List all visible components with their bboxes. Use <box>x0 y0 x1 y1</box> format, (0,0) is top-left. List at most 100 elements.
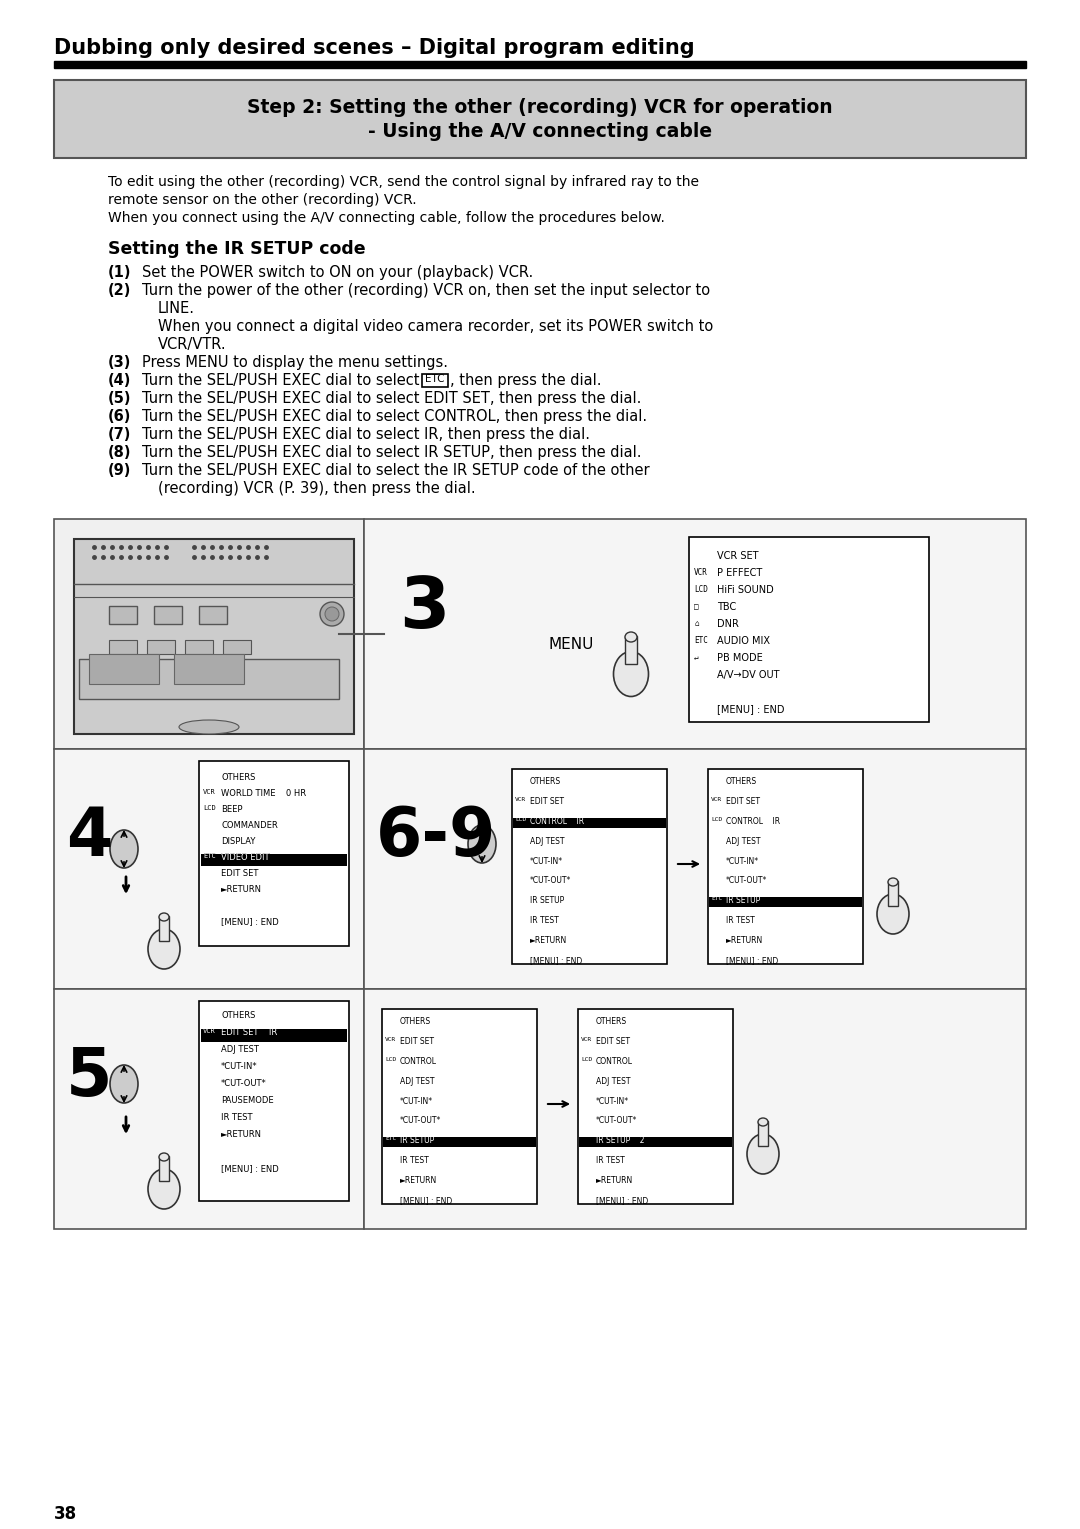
Text: VCR: VCR <box>694 567 707 576</box>
Text: Turn the SEL/PUSH EXEC dial to select EDIT SET, then press the dial.: Turn the SEL/PUSH EXEC dial to select ED… <box>141 391 642 407</box>
Bar <box>54 61 1026 67</box>
Text: Turn the SEL/PUSH EXEC dial to select: Turn the SEL/PUSH EXEC dial to select <box>141 373 424 388</box>
Circle shape <box>325 607 339 621</box>
Text: VIDEO EDIT: VIDEO EDIT <box>221 853 270 862</box>
Text: remote sensor on the other (recording) VCR.: remote sensor on the other (recording) V… <box>108 193 417 206</box>
Text: [MENU] : END: [MENU] : END <box>530 956 582 965</box>
Text: (3): (3) <box>108 355 132 370</box>
Text: Press MENU to display the menu settings.: Press MENU to display the menu settings. <box>141 355 448 370</box>
Text: IR SETUP: IR SETUP <box>726 896 760 905</box>
Text: ►RETURN: ►RETURN <box>221 1130 262 1139</box>
Bar <box>199 761 349 946</box>
Text: [MENU] : END: [MENU] : END <box>726 956 779 965</box>
Bar <box>75 540 354 734</box>
Bar <box>758 1121 768 1147</box>
Bar <box>888 881 897 907</box>
Text: LINE.: LINE. <box>158 301 195 317</box>
Text: OTHERS: OTHERS <box>221 774 255 781</box>
Text: ETC: ETC <box>203 853 216 859</box>
Text: ETC: ETC <box>203 853 216 859</box>
Bar <box>578 1009 733 1203</box>
Text: IR TEST: IR TEST <box>400 1156 429 1165</box>
Bar <box>109 641 137 654</box>
Text: (8): (8) <box>108 445 132 460</box>
Text: HiFi SOUND: HiFi SOUND <box>717 586 773 595</box>
Text: Step 2: Setting the other (recording) VCR for operation: Step 2: Setting the other (recording) VC… <box>247 98 833 118</box>
Text: ADJ TEST: ADJ TEST <box>596 1076 631 1086</box>
Text: PB MODE: PB MODE <box>717 653 762 664</box>
Text: 6-9: 6-9 <box>376 804 497 870</box>
Text: IR SETUP: IR SETUP <box>530 896 564 905</box>
Text: OTHERS: OTHERS <box>596 1017 627 1026</box>
Text: ETC: ETC <box>694 636 707 645</box>
Text: IR TEST: IR TEST <box>530 916 558 925</box>
Text: *CUT-OUT*: *CUT-OUT* <box>400 1116 442 1125</box>
Bar <box>689 537 929 722</box>
Text: IR SETUP: IR SETUP <box>400 1136 434 1145</box>
Text: ETC: ETC <box>711 896 723 901</box>
Ellipse shape <box>468 826 496 862</box>
Bar <box>199 1001 349 1200</box>
Text: LCD: LCD <box>384 1057 396 1061</box>
Bar <box>625 636 637 664</box>
Text: OTHERS: OTHERS <box>726 777 757 786</box>
Text: To edit using the other (recording) VCR, send the control signal by infrared ray: To edit using the other (recording) VCR,… <box>108 174 699 190</box>
Text: VCR: VCR <box>515 797 526 801</box>
Text: (2): (2) <box>108 283 132 298</box>
Text: Dubbing only desired scenes – Digital program editing: Dubbing only desired scenes – Digital pr… <box>54 38 694 58</box>
Text: LCD: LCD <box>711 816 723 821</box>
Text: 3: 3 <box>399 573 449 644</box>
Bar <box>422 375 448 387</box>
Text: VCR: VCR <box>711 797 723 801</box>
Text: IR SETUP    2: IR SETUP 2 <box>596 1136 645 1145</box>
Bar <box>89 654 159 683</box>
Text: *CUT-OUT*: *CUT-OUT* <box>221 1079 267 1089</box>
Text: *CUT-IN*: *CUT-IN* <box>530 856 563 865</box>
Text: OTHERS: OTHERS <box>221 1011 255 1020</box>
Text: ADJ TEST: ADJ TEST <box>221 1044 259 1053</box>
Bar <box>174 654 244 683</box>
Text: (recording) VCR (P. 39), then press the dial.: (recording) VCR (P. 39), then press the … <box>158 482 475 495</box>
Text: *CUT-OUT*: *CUT-OUT* <box>530 876 571 885</box>
Ellipse shape <box>747 1135 779 1174</box>
Ellipse shape <box>613 651 648 697</box>
Text: □: □ <box>694 602 699 612</box>
Bar <box>383 1138 536 1147</box>
Text: DNR: DNR <box>717 619 739 628</box>
Text: PAUSEMODE: PAUSEMODE <box>221 1096 273 1105</box>
Text: EDIT SET: EDIT SET <box>596 1037 630 1046</box>
Text: When you connect using the A/V connecting cable, follow the procedures below.: When you connect using the A/V connectin… <box>108 211 665 225</box>
Bar <box>109 605 137 624</box>
Bar <box>382 1009 537 1203</box>
Text: DISPLAY: DISPLAY <box>221 836 255 846</box>
Text: ETC: ETC <box>426 375 445 384</box>
Text: IR TEST: IR TEST <box>726 916 755 925</box>
Text: OTHERS: OTHERS <box>400 1017 431 1026</box>
Text: CONTROL    IR: CONTROL IR <box>530 816 584 826</box>
Text: ►RETURN: ►RETURN <box>596 1176 633 1185</box>
Bar <box>54 80 1026 157</box>
Text: VCR SET: VCR SET <box>717 550 758 561</box>
Bar <box>159 916 168 940</box>
Text: Setting the IR SETUP code: Setting the IR SETUP code <box>108 240 366 258</box>
Text: VCR: VCR <box>581 1037 592 1041</box>
Text: *CUT-IN*: *CUT-IN* <box>400 1096 433 1105</box>
Text: (7): (7) <box>108 427 132 442</box>
Text: WORLD TIME    0 HR: WORLD TIME 0 HR <box>221 789 306 798</box>
Text: ►RETURN: ►RETURN <box>726 936 764 945</box>
Text: Turn the SEL/PUSH EXEC dial to select CONTROL, then press the dial.: Turn the SEL/PUSH EXEC dial to select CO… <box>141 408 647 424</box>
Bar <box>579 1138 732 1147</box>
Text: A/V→DV OUT: A/V→DV OUT <box>717 670 780 680</box>
Text: EDIT SET    IR: EDIT SET IR <box>221 1027 278 1037</box>
Text: VIDEO EDIT: VIDEO EDIT <box>221 853 270 862</box>
Text: IR TEST: IR TEST <box>596 1156 624 1165</box>
Text: - Using the A/V connecting cable: - Using the A/V connecting cable <box>368 122 712 141</box>
Ellipse shape <box>159 913 168 920</box>
Text: LCD: LCD <box>581 1057 592 1061</box>
Text: IR TEST: IR TEST <box>221 1113 253 1122</box>
Text: COMMANDER: COMMANDER <box>221 821 278 830</box>
Bar <box>54 749 364 989</box>
Ellipse shape <box>159 1153 168 1161</box>
Text: (5): (5) <box>108 391 132 407</box>
Text: [MENU] : END: [MENU] : END <box>596 1196 648 1205</box>
